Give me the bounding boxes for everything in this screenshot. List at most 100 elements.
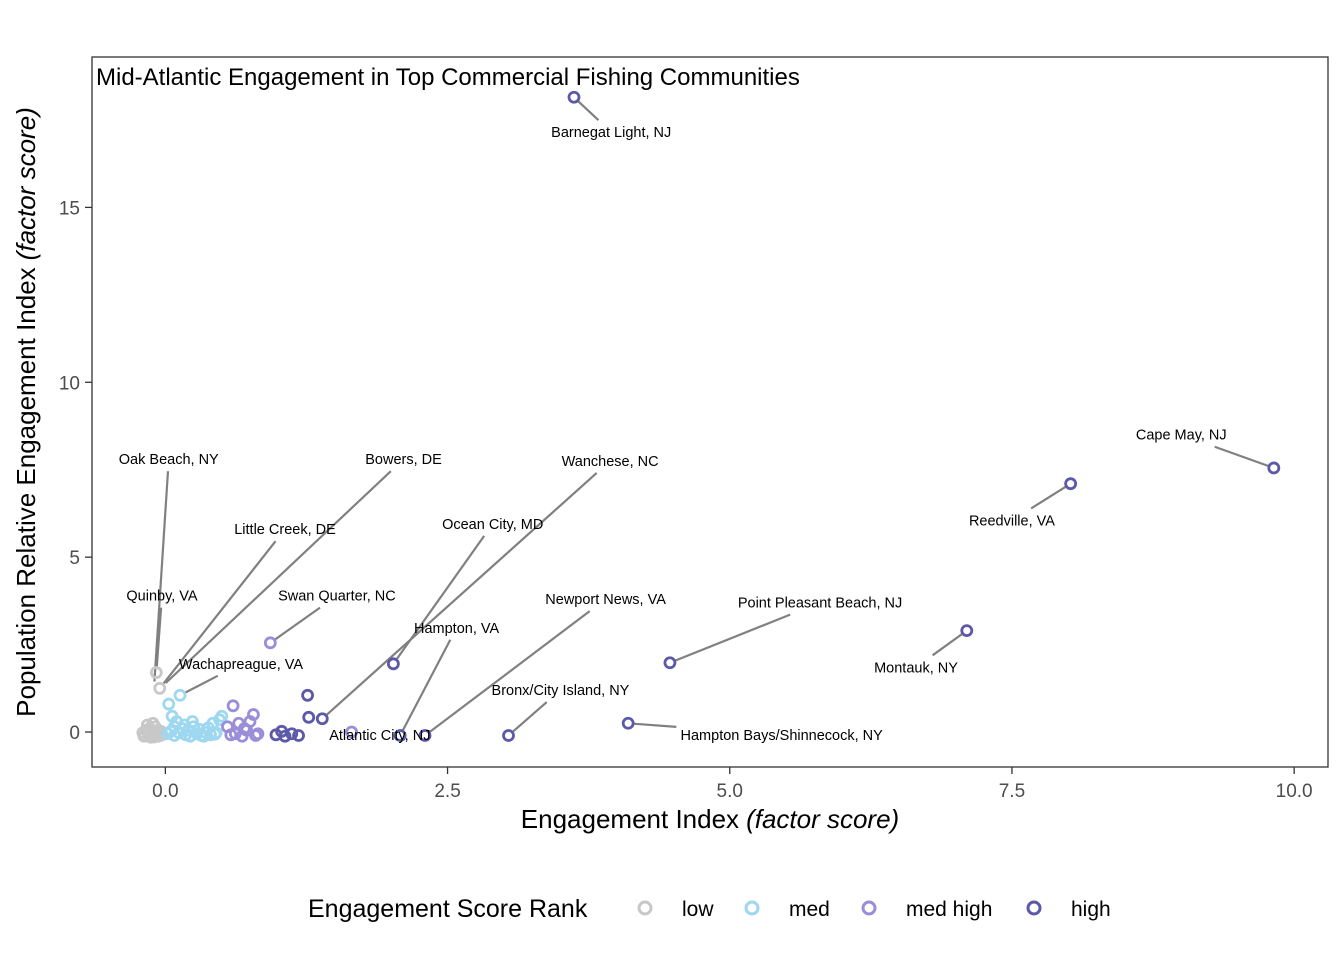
annotation-label: Atlantic City, NJ — [329, 728, 430, 744]
data-points — [136, 90, 1281, 744]
annotation-leader-line — [155, 607, 163, 668]
data-point — [502, 729, 515, 742]
x-tick-label: 7.5 — [999, 781, 1025, 802]
plot-panel — [91, 56, 1329, 768]
data-point — [162, 697, 176, 711]
data-point — [263, 636, 277, 650]
data-point — [137, 729, 151, 743]
legend-key — [861, 900, 877, 916]
legend-title: Engagement Score Rank — [308, 895, 588, 923]
annotation-label: Montauk, NY — [874, 660, 958, 676]
data-point — [251, 727, 265, 741]
data-point — [393, 729, 407, 742]
annotation-leader-line — [1214, 445, 1270, 468]
annotation-leader-line — [633, 722, 677, 729]
annotation-leader-line — [161, 540, 277, 686]
x-tick-label: 5.0 — [717, 781, 743, 802]
annotation-leader-line — [153, 471, 170, 682]
data-point — [663, 656, 677, 670]
data-point — [278, 729, 292, 743]
annotation-leader-line — [576, 99, 600, 121]
annotation-leader-line — [1030, 485, 1067, 510]
data-point — [302, 710, 316, 724]
x-tick-label: 2.5 — [434, 781, 460, 802]
y-axis-title: Population Relative Engagement Index (fac… — [11, 107, 41, 717]
data-point — [960, 624, 974, 637]
legend-label: high — [1071, 898, 1111, 921]
y-tick-label: 15 — [59, 198, 80, 219]
data-point — [621, 716, 635, 730]
data-point — [149, 666, 163, 679]
data-point — [567, 90, 581, 104]
annotation-leader-line — [401, 639, 452, 732]
annotation-leader-line — [931, 632, 964, 657]
annotation-label: Hampton, VA — [414, 621, 499, 637]
data-point — [139, 723, 153, 737]
data-point — [153, 681, 167, 695]
annotation-label: Wachapreague, VA — [179, 657, 303, 673]
annotation-label: Barnegat Light, NJ — [551, 125, 671, 141]
legend-key — [637, 900, 653, 916]
data-point — [386, 657, 400, 671]
annotation-label: Swan Quarter, NC — [278, 589, 396, 605]
annotation-leader-line — [164, 470, 392, 684]
data-point — [224, 728, 238, 742]
data-point — [240, 723, 254, 737]
data-point — [285, 727, 299, 741]
annotation-leader-line — [428, 610, 591, 734]
annotation-leader-line — [325, 472, 598, 717]
legend-key — [1026, 900, 1042, 916]
y-axis-title-text: Population Relative Engagement Index — [11, 267, 41, 717]
annotation-label: Hampton Bays/Shinnecock, NY — [681, 728, 884, 744]
data-point — [226, 699, 240, 713]
x-axis: 0.0 2.5 5.0 7.5 10.0 — [152, 767, 1313, 802]
annotation-labels: Barnegat Light, NJ Cape May, NJ Reedville,… — [119, 125, 1227, 744]
data-point — [1267, 461, 1281, 475]
y-axis: 0 5 10 15 — [59, 198, 92, 744]
x-tick-label: 0.0 — [152, 781, 178, 802]
data-point — [208, 727, 222, 741]
annotation-label: Ocean City, MD — [442, 517, 543, 533]
annotation-label: Newport News, VA — [545, 592, 666, 608]
data-point — [173, 688, 187, 702]
data-point — [418, 729, 432, 742]
legend-label: low — [682, 898, 714, 921]
legend-label: med — [789, 898, 830, 921]
annotation-label: Bowers, DE — [365, 452, 442, 468]
x-axis-title: Engagement Index (factor score) — [521, 804, 899, 834]
data-point — [345, 725, 359, 739]
x-axis-title-text: Engagement Index — [521, 804, 739, 834]
data-point — [215, 709, 229, 723]
annotation-label: Oak Beach, NY — [119, 452, 219, 468]
annotation-label: Wanchese, NC — [562, 454, 659, 470]
annotation-label: Bronx/City Island, NY — [492, 683, 630, 699]
annotation-label: Reedville, VA — [969, 513, 1055, 529]
annotation-leader-line — [511, 701, 548, 734]
y-tick-label: 10 — [59, 373, 80, 394]
x-axis-title-italic: (factor score) — [746, 804, 899, 834]
annotation-label: Cape May, NJ — [1136, 428, 1227, 444]
data-point — [301, 688, 314, 702]
data-point — [167, 720, 181, 734]
legend-label: med high — [906, 898, 992, 921]
data-point — [197, 729, 211, 743]
data-point — [247, 708, 260, 721]
data-point — [1064, 477, 1078, 491]
y-tick-label: 0 — [69, 723, 80, 744]
data-point — [186, 715, 199, 728]
x-tick-label: 10.0 — [1276, 781, 1313, 802]
annotation-label: Quinby, VA — [126, 589, 198, 605]
annotation-leader-line — [273, 606, 321, 641]
annotation-label: Little Creek, DE — [234, 522, 336, 538]
data-point — [292, 729, 305, 742]
chart-title: Mid-Atlantic Engagement in Top Commercia… — [96, 64, 800, 91]
annotation-leader-line — [674, 613, 791, 662]
legend-key — [744, 900, 760, 916]
annotation-leader-lines — [153, 99, 1270, 734]
annotation-label: Point Pleasant Beach, NJ — [738, 596, 902, 612]
data-point — [315, 712, 329, 726]
y-tick-label: 5 — [69, 548, 80, 569]
annotation-leader-line — [183, 674, 219, 694]
y-axis-title-italic: (factor score) — [11, 107, 41, 260]
